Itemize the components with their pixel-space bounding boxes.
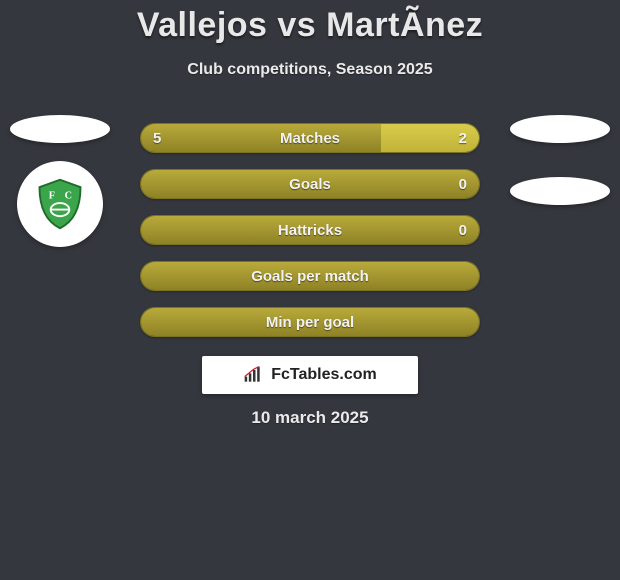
stat-bar: Hattricks0 [140, 215, 480, 245]
stat-bar-right-value: 0 [459, 216, 467, 244]
stat-bar: Matches5 2 [140, 123, 480, 153]
left-player-placeholder-ellipse [10, 115, 110, 143]
svg-text:F: F [49, 190, 55, 201]
stat-bar-label: Matches [141, 124, 479, 152]
stat-bar-label: Min per goal [141, 308, 479, 336]
right-player-column [500, 115, 620, 223]
stat-bar: Min per goal [140, 307, 480, 337]
page-subtitle: Club competitions, Season 2025 [0, 61, 620, 79]
stat-bar: Goals per match [140, 261, 480, 291]
stat-bar-label: Goals [141, 170, 479, 198]
stat-bar-label: Goals per match [141, 262, 479, 290]
site-logo: FcTables.com [202, 356, 418, 394]
page-title: Vallejos vs MartÃ­nez [0, 0, 620, 45]
site-logo-text: FcTables.com [271, 366, 377, 384]
stat-bar-right-value: 2 [459, 124, 467, 152]
left-player-column: F C [0, 115, 120, 247]
left-club-badge: F C [17, 161, 103, 247]
comparison-bars: Matches52Goals0Hattricks0Goals per match… [140, 123, 480, 353]
footer-date: 10 march 2025 [0, 408, 620, 428]
bar-chart-icon [243, 366, 263, 384]
right-player-placeholder-ellipse-1 [510, 115, 610, 143]
stat-bar: Goals0 [140, 169, 480, 199]
stat-bar-right-value: 0 [459, 170, 467, 198]
shield-icon: F C [32, 176, 88, 232]
stat-bar-left-value: 5 [153, 124, 161, 152]
stat-bar-label: Hattricks [141, 216, 479, 244]
svg-text:C: C [65, 190, 72, 201]
right-player-placeholder-ellipse-2 [510, 177, 610, 205]
